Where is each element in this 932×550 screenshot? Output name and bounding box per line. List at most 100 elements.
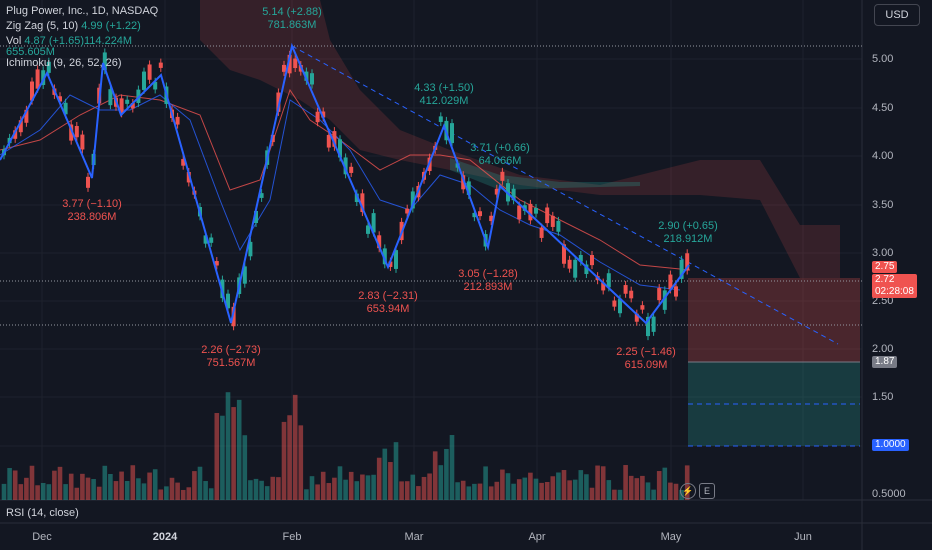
annotation-high-3: 3.71 (+0.66) 64.066M — [470, 142, 530, 167]
volume-bar — [365, 475, 371, 500]
candle — [360, 193, 365, 213]
volume-bar — [315, 484, 320, 500]
candle — [119, 98, 124, 114]
candle — [142, 71, 146, 90]
volume-bar — [136, 478, 141, 500]
volume-bar — [169, 477, 175, 500]
candle — [354, 193, 359, 203]
candle — [394, 250, 398, 269]
candle — [405, 208, 410, 214]
candle — [668, 274, 673, 290]
candle — [69, 124, 74, 141]
candle — [371, 213, 376, 233]
symbol-title[interactable]: Plug Power, Inc., 1D, NASDAQ — [6, 5, 159, 17]
volume-bar — [220, 415, 225, 500]
volume-bar — [600, 466, 606, 500]
volume-bar — [404, 481, 410, 500]
candle — [310, 73, 314, 85]
candle — [618, 298, 622, 314]
candle — [102, 52, 107, 71]
volume-bar — [466, 486, 472, 500]
volume-bar — [410, 474, 416, 500]
volume-bar — [57, 466, 63, 500]
y-label: 4.00 — [872, 150, 894, 162]
volume-bar — [186, 487, 192, 500]
candle — [623, 285, 628, 294]
zigzag-value: 4.99 (+1.22) — [81, 20, 141, 32]
volume-bar — [556, 472, 561, 500]
candle — [175, 116, 180, 125]
currency-button[interactable]: USD — [874, 4, 920, 26]
volume-bar — [500, 469, 505, 500]
volume-bar — [287, 415, 292, 500]
zigzag-label[interactable]: Zig Zag (5, 10) — [6, 20, 79, 32]
volume-bar — [147, 472, 152, 500]
trend-line — [291, 45, 839, 345]
candle — [315, 111, 320, 123]
earnings-icon[interactable]: E — [699, 483, 715, 499]
candle — [545, 207, 550, 224]
volume-bar — [113, 481, 119, 500]
candle — [242, 266, 247, 284]
volume-bar — [119, 471, 124, 500]
volume-bar — [376, 457, 382, 500]
annotation-low-4: 2.26 (−2.73) 751.567M — [201, 344, 261, 369]
volume-bar — [197, 466, 203, 500]
rsi-label[interactable]: RSI (14, close) — [6, 507, 79, 519]
volume-bar — [281, 421, 287, 500]
candle — [287, 54, 292, 74]
volume-bar — [68, 473, 74, 500]
candle — [634, 313, 639, 322]
volume-bar — [584, 474, 589, 500]
y-label: 2.00 — [872, 343, 894, 355]
target-price-tag: 1.0000 — [872, 439, 909, 451]
volume-bar — [416, 486, 421, 500]
volume-bar — [74, 487, 80, 500]
candle — [657, 288, 662, 301]
candle — [24, 109, 29, 123]
y-label: 3.50 — [872, 199, 894, 211]
x-label: Jun — [794, 531, 812, 543]
candle — [338, 139, 342, 158]
volume-bar — [214, 413, 220, 500]
volume-bar — [399, 481, 404, 500]
candle — [276, 92, 281, 112]
candle — [41, 70, 46, 85]
ichimoku-label[interactable]: Ichimoku (9, 26, 52, 26) — [6, 57, 122, 69]
y-label: 2.50 — [872, 295, 894, 307]
volume-bar — [270, 476, 276, 500]
volume-bar — [651, 489, 656, 500]
volume-bar — [578, 470, 584, 500]
candle — [58, 96, 62, 102]
annotation-low-5: 2.25 (−1.46) 615.09M — [616, 346, 676, 371]
x-label: 2024 — [152, 531, 178, 543]
candle — [517, 205, 522, 220]
candle — [590, 255, 594, 266]
volume-bar — [645, 482, 651, 500]
candle — [30, 81, 34, 101]
candle — [629, 290, 634, 299]
candle — [254, 210, 258, 224]
flash-icon[interactable]: ⚡ — [680, 483, 696, 499]
volume-bar — [12, 470, 18, 500]
candle — [349, 166, 354, 173]
volume-bar — [684, 465, 690, 500]
candle — [13, 130, 18, 139]
volume-bar — [231, 407, 236, 500]
stop-price-tag: 1.87 — [872, 356, 898, 368]
volume-bar — [320, 471, 326, 500]
candle — [18, 120, 23, 133]
volume-bar — [242, 435, 248, 500]
volume-bar — [488, 486, 494, 500]
volume-bar — [253, 478, 259, 500]
current-price-tag: 2.72 02:28:08 — [872, 274, 917, 298]
annotation-high-1: 5.14 (+2.88) 781.863M — [262, 6, 322, 31]
volume-bar — [623, 465, 628, 500]
volume-bar — [472, 483, 477, 500]
volume-bar — [52, 470, 57, 500]
vol-label[interactable]: Vol — [6, 35, 22, 47]
volume-bar — [96, 486, 102, 500]
candle — [500, 171, 505, 181]
candle — [674, 286, 678, 297]
